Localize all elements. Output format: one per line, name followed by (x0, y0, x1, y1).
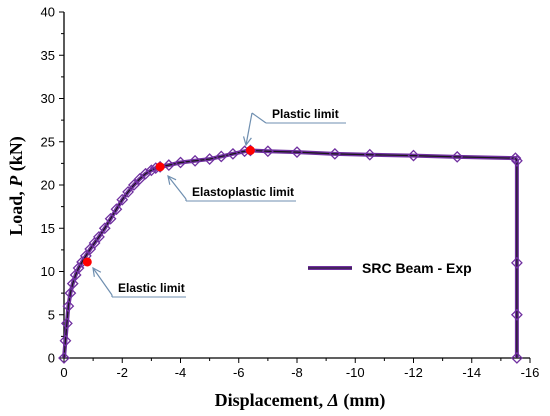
data-point (93, 230, 105, 243)
data-point (145, 164, 158, 177)
y-tick-label: 40 (41, 5, 55, 20)
legend: SRC Beam - Exp (308, 260, 472, 276)
axes: 0 5 10 15 20 25 30 35 40 0 -2 -4 -6 -8 -10 -12 -14 -16 (41, 5, 540, 381)
x-tick-label: -2 (116, 365, 128, 380)
y-tick-label: 0 (48, 351, 55, 366)
axis-title-symbol: Δ (327, 390, 339, 410)
data-point (203, 153, 216, 165)
data-point (133, 173, 146, 185)
key-point-marker (245, 145, 255, 155)
data-point (98, 222, 111, 235)
annotation-pointer (167, 175, 187, 200)
data-point (116, 193, 129, 206)
y-axis-title: Load, P (kN) (6, 136, 27, 236)
data-point (189, 154, 201, 167)
y-tick-label: 10 (41, 264, 55, 279)
data-point (122, 186, 134, 198)
series-layer (58, 144, 523, 364)
data-point (510, 256, 523, 269)
y-tick-label: 35 (41, 48, 55, 63)
annotation-label: Plastic limit (272, 107, 339, 121)
x-tick-label: -4 (175, 365, 187, 380)
axis-title-unit: (kN) (6, 136, 27, 176)
data-point (162, 159, 175, 172)
x-tick-label: -8 (291, 365, 303, 380)
annotation-pointer (245, 112, 253, 146)
annotation-pointer (251, 112, 267, 124)
data-point (227, 147, 239, 160)
data-point (510, 154, 523, 167)
data-point (60, 317, 73, 330)
x-tick-label: -14 (462, 365, 481, 380)
x-tick-label: 0 (60, 365, 67, 380)
annotation-arrowhead (242, 136, 252, 147)
data-point (328, 147, 341, 160)
y-tick-label: 5 (48, 307, 55, 322)
x-tick-label: -16 (521, 365, 540, 380)
series-line (63, 149, 518, 359)
data-point (407, 149, 420, 162)
x-tick-label: -10 (346, 365, 365, 380)
x-axis-title: Displacement, Δ (mm) (215, 390, 386, 411)
y-tick-label: 30 (41, 91, 55, 106)
y-tick-label: 25 (41, 134, 55, 149)
annotations-layer: Plastic limit Elastoplastic limit Elastic … (92, 107, 346, 298)
legend-label: SRC Beam - Exp (362, 260, 472, 276)
data-point (62, 300, 75, 313)
axis-title-prefix: Load, (6, 187, 26, 236)
data-point (510, 308, 523, 321)
data-point (451, 150, 464, 163)
data-point (261, 145, 274, 158)
annotation-pointer (92, 267, 113, 296)
data-point (174, 156, 187, 169)
x-tick-label: -6 (233, 365, 245, 380)
annotation-label: Elastoplastic limit (192, 185, 294, 199)
annotation-label: Elastic limit (118, 281, 185, 295)
axis-title-unit: (mm) (339, 390, 385, 411)
axis-title-symbol: P (6, 175, 26, 188)
data-point (510, 352, 523, 364)
data-point (66, 277, 79, 290)
data-point (64, 287, 77, 300)
key-point-marker (155, 162, 165, 172)
data-point (291, 146, 303, 159)
annotation-arrowhead (167, 174, 177, 185)
x-tick-label: -12 (404, 365, 423, 380)
data-point (58, 352, 70, 364)
axis-title-prefix: Displacement, (215, 390, 328, 410)
data-point (363, 148, 376, 161)
annotation-arrowhead (92, 266, 102, 277)
data-point (127, 179, 140, 191)
y-tick-label: 15 (41, 221, 55, 236)
data-point (215, 150, 228, 163)
y-tick-label: 20 (41, 178, 55, 193)
data-point (104, 212, 117, 225)
data-point (509, 152, 522, 165)
data-point (110, 203, 123, 216)
key-point-marker (82, 257, 92, 267)
data-point (59, 334, 72, 347)
